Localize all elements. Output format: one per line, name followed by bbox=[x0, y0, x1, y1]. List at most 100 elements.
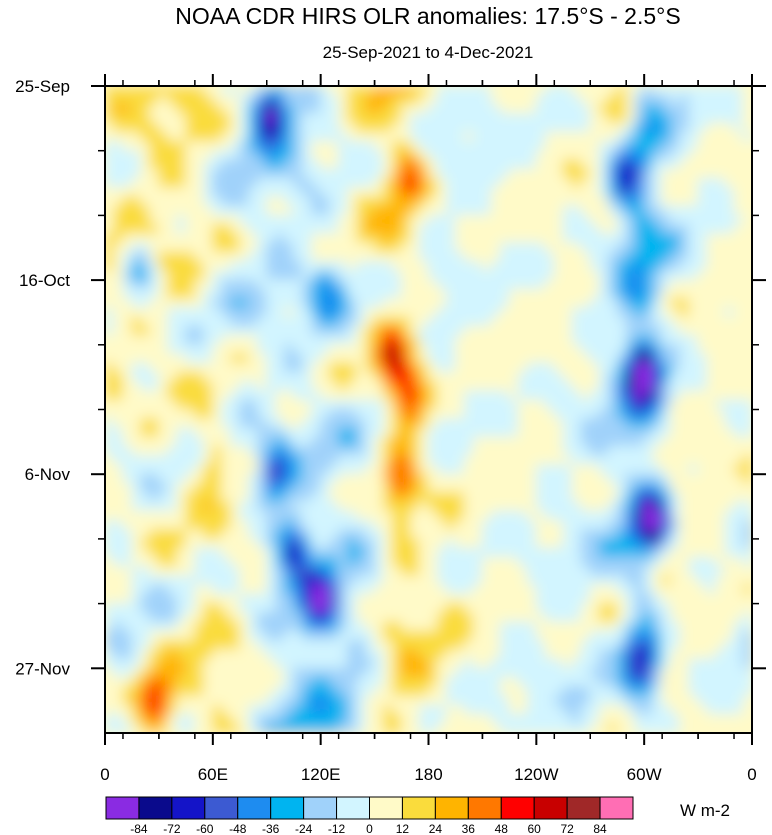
field-cell bbox=[553, 251, 564, 263]
field-cell bbox=[679, 372, 690, 383]
field-cell bbox=[580, 362, 591, 374]
field-cell bbox=[203, 704, 214, 716]
field-cell bbox=[697, 150, 708, 161]
field-cell bbox=[535, 159, 546, 170]
field-cell bbox=[562, 150, 573, 161]
field-cell bbox=[428, 187, 438, 198]
field-cell bbox=[454, 510, 465, 521]
field-cell bbox=[113, 214, 124, 226]
field-cell bbox=[508, 566, 519, 577]
field-cell bbox=[419, 159, 429, 170]
field-cell bbox=[248, 519, 259, 531]
field-cell bbox=[410, 427, 421, 438]
field-cell bbox=[688, 603, 699, 614]
field-cell bbox=[544, 177, 555, 189]
field-cell bbox=[302, 316, 313, 327]
field-cell bbox=[454, 427, 465, 438]
field-cell bbox=[679, 187, 690, 198]
field-cell bbox=[248, 547, 259, 558]
field-cell bbox=[526, 464, 537, 475]
field-cell bbox=[365, 288, 376, 300]
field-cell bbox=[257, 224, 268, 235]
field-cell bbox=[329, 427, 340, 438]
field-cell bbox=[634, 251, 645, 263]
field-cell bbox=[463, 621, 474, 632]
field-cell bbox=[526, 695, 537, 706]
field-cell bbox=[230, 288, 241, 300]
field-cell bbox=[490, 640, 501, 651]
field-cell bbox=[383, 242, 394, 253]
field-cell bbox=[481, 695, 492, 706]
field-cell bbox=[149, 187, 160, 198]
field-cell bbox=[167, 575, 178, 586]
field-cell bbox=[365, 575, 376, 586]
field-cell bbox=[428, 630, 438, 642]
field-cell bbox=[607, 455, 618, 466]
field-cell bbox=[652, 640, 663, 651]
field-cell bbox=[535, 556, 546, 568]
field-cell bbox=[167, 390, 178, 401]
field-cell bbox=[508, 298, 519, 309]
field-cell bbox=[185, 168, 196, 179]
field-cell bbox=[428, 159, 438, 170]
field-cell bbox=[535, 686, 546, 697]
field-cell bbox=[266, 242, 277, 253]
field-cell bbox=[562, 298, 573, 309]
field-cell bbox=[113, 381, 124, 392]
field-cell bbox=[311, 233, 322, 244]
field-cell bbox=[374, 390, 385, 401]
field-cell bbox=[463, 538, 474, 549]
field-cell bbox=[724, 409, 735, 420]
field-cell bbox=[562, 122, 573, 133]
field-cell bbox=[643, 344, 654, 355]
field-cell bbox=[436, 519, 447, 531]
field-cell bbox=[688, 233, 699, 244]
field-cell bbox=[401, 510, 412, 521]
field-cell bbox=[221, 307, 232, 318]
field-cell bbox=[724, 372, 735, 383]
field-cell bbox=[248, 492, 259, 503]
field-cell bbox=[113, 298, 124, 309]
field-cell bbox=[257, 205, 268, 216]
field-cell bbox=[302, 714, 313, 725]
field-cell bbox=[257, 325, 268, 337]
field-cell bbox=[607, 640, 618, 651]
field-cell bbox=[338, 621, 349, 632]
field-cell bbox=[329, 251, 340, 263]
field-cell bbox=[742, 399, 752, 410]
field-cell bbox=[176, 593, 187, 605]
field-cell bbox=[679, 566, 690, 577]
field-cell bbox=[230, 547, 241, 558]
field-cell bbox=[428, 362, 438, 374]
field-cell bbox=[284, 427, 295, 438]
field-cell bbox=[257, 649, 268, 660]
field-cell bbox=[445, 94, 456, 105]
field-cell bbox=[490, 94, 501, 105]
field-cell bbox=[374, 224, 385, 235]
field-cell bbox=[338, 409, 349, 420]
field-cell bbox=[392, 409, 403, 420]
field-cell bbox=[634, 94, 645, 105]
field-cell bbox=[643, 224, 654, 235]
field-cell bbox=[589, 187, 600, 198]
field-cell bbox=[616, 177, 627, 189]
field-cell bbox=[742, 519, 752, 531]
field-cell bbox=[338, 427, 349, 438]
field-cell bbox=[661, 353, 672, 364]
field-cell bbox=[436, 575, 447, 586]
field-cell bbox=[284, 224, 295, 235]
field-cell bbox=[158, 353, 169, 364]
field-cell bbox=[535, 612, 546, 623]
field-cell bbox=[212, 445, 223, 457]
field-cell bbox=[454, 288, 465, 300]
field-cell bbox=[158, 704, 169, 716]
field-cell bbox=[239, 436, 250, 447]
field-cell bbox=[508, 261, 519, 272]
field-cell bbox=[508, 473, 519, 484]
field-cell bbox=[706, 316, 717, 327]
field-cell bbox=[670, 335, 681, 346]
field-cell bbox=[661, 603, 672, 614]
field-cell bbox=[508, 593, 519, 605]
field-cell bbox=[436, 714, 447, 725]
field-cell bbox=[571, 529, 582, 540]
